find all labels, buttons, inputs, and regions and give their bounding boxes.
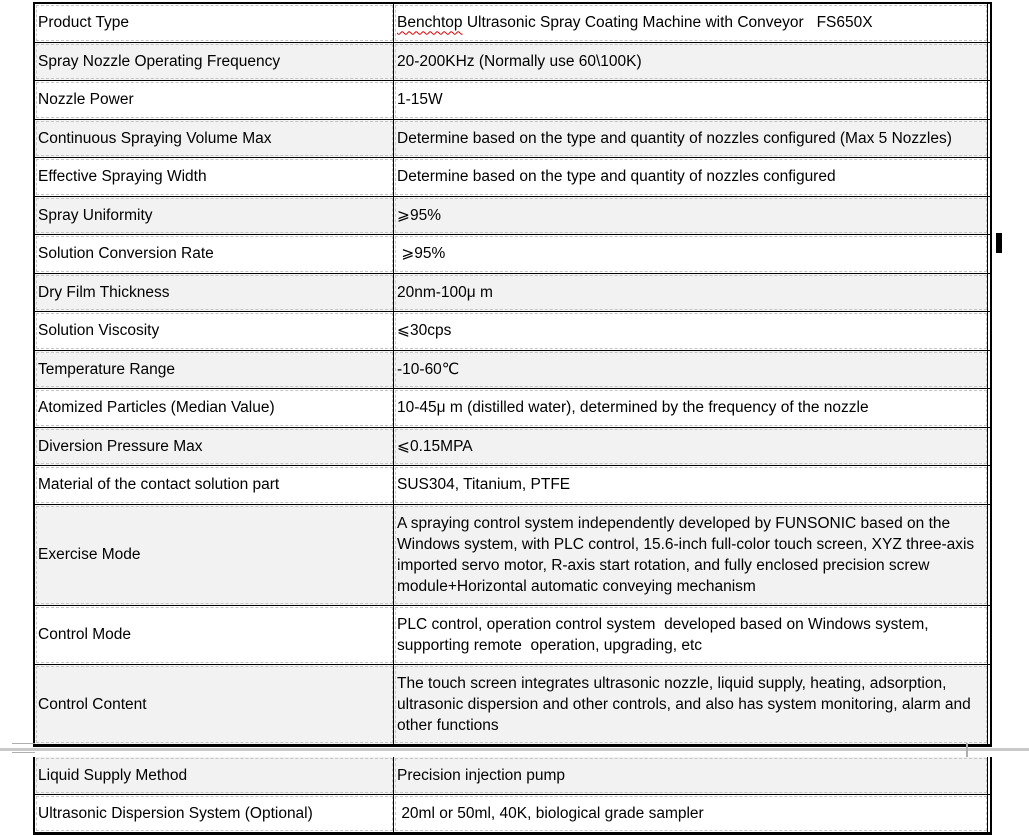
spec-label-cell[interactable]: Diversion Pressure Max xyxy=(35,427,394,465)
border-gap xyxy=(988,350,990,388)
spec-label-cell[interactable]: Solution Conversion Rate xyxy=(35,235,394,273)
table-row: Nozzle Power 1-15W xyxy=(35,80,990,119)
spec-label-cell[interactable]: Liquid Supply Method xyxy=(35,757,394,794)
border-gap xyxy=(988,504,990,605)
spec-table-part-2: Liquid Supply Method Precision injection … xyxy=(33,757,992,835)
spec-value-cell[interactable]: 20ml or 50ml, 40K, biological grade samp… xyxy=(394,795,988,832)
table-row: Ultrasonic Dispersion System (Optional) … xyxy=(35,794,990,832)
spellcheck-squiggle: Benchtop xyxy=(397,14,463,32)
table-row: Control Content The touch screen integrat… xyxy=(35,663,990,744)
page-break-left-mark xyxy=(12,752,35,753)
page-break-line xyxy=(0,748,1029,751)
spec-label-cell[interactable]: Effective Spraying Width xyxy=(35,158,394,196)
table-row: Atomized Particles (Median Value) 10-45μ … xyxy=(35,388,990,427)
spec-value-cell[interactable]: The touch screen integrates ultrasonic n… xyxy=(394,664,988,744)
spec-value-cell[interactable]: Benchtop Ultrasonic Spray Coating Machin… xyxy=(394,4,988,42)
border-gap xyxy=(988,312,990,350)
spec-label-cell[interactable]: Control Content xyxy=(35,664,394,744)
spec-value-cell[interactable]: Determine based on the type and quantity… xyxy=(394,119,988,157)
table-row: Spray Nozzle Operating Frequency 20-200KH… xyxy=(35,41,990,80)
spec-value-cell[interactable]: ⩾95% xyxy=(394,196,988,234)
spec-table-part-1: Product Type Benchtop Ultrasonic Spray Co… xyxy=(33,2,992,747)
spec-label-cell[interactable]: Solution Viscosity xyxy=(35,312,394,350)
spec-value-cell[interactable]: -10-60℃ xyxy=(394,350,988,388)
border-gap xyxy=(988,235,990,273)
spec-label-cell[interactable]: Nozzle Power xyxy=(35,81,394,119)
page-break-left-mark xyxy=(12,743,35,744)
table-row: Effective Spraying Width Determine based … xyxy=(35,157,990,196)
text-caret-mark xyxy=(996,233,1002,253)
border-gap xyxy=(988,466,990,504)
table-row: Continuous Spraying Volume Max Determine … xyxy=(35,118,990,157)
spec-label-cell[interactable]: Temperature Range xyxy=(35,350,394,388)
border-gap xyxy=(988,664,990,744)
spec-label-cell[interactable]: Dry Film Thickness xyxy=(35,273,394,311)
table-row: Solution Viscosity ⩽30cps xyxy=(35,311,990,350)
spec-value-cell[interactable]: Precision injection pump xyxy=(394,757,988,794)
border-gap xyxy=(988,42,990,80)
border-gap xyxy=(988,605,990,664)
border-gap xyxy=(988,757,990,794)
border-gap xyxy=(988,158,990,196)
spec-value-cell[interactable]: 20nm-100μ m xyxy=(394,273,988,311)
spec-label-cell[interactable]: Control Mode xyxy=(35,605,394,664)
table-row: Exercise Mode A spraying control system i… xyxy=(35,503,990,605)
border-gap xyxy=(988,389,990,427)
spec-value-cell[interactable]: A spraying control system independently … xyxy=(394,504,988,605)
spec-label-cell[interactable]: Atomized Particles (Median Value) xyxy=(35,389,394,427)
table-row: Material of the contact solution part SUS… xyxy=(35,465,990,504)
spec-value-cell[interactable]: ⩾95% xyxy=(394,235,988,273)
table-row: Product Type Benchtop Ultrasonic Spray Co… xyxy=(35,4,990,42)
border-gap xyxy=(988,273,990,311)
spec-label-cell[interactable]: Material of the contact solution part xyxy=(35,466,394,504)
spec-value-cell[interactable]: PLC control, operation control system de… xyxy=(394,605,988,664)
border-gap xyxy=(988,196,990,234)
spec-value-cell[interactable]: ⩽0.15MPA xyxy=(394,427,988,465)
spec-label-cell[interactable]: Ultrasonic Dispersion System (Optional) xyxy=(35,795,394,832)
table-row: Diversion Pressure Max ⩽0.15MPA xyxy=(35,426,990,465)
border-gap xyxy=(988,427,990,465)
spec-label-cell[interactable]: Continuous Spraying Volume Max xyxy=(35,119,394,157)
page-break-right-tick xyxy=(966,743,968,757)
border-gap xyxy=(988,795,990,832)
border-gap xyxy=(988,81,990,119)
spec-label-cell[interactable]: Product Type xyxy=(35,4,394,42)
table-row: Temperature Range -10-60℃ xyxy=(35,349,990,388)
table-row: Control Mode PLC control, operation contr… xyxy=(35,604,990,664)
spec-value-cell[interactable]: 1-15W xyxy=(394,81,988,119)
table-row: Liquid Supply Method Precision injection … xyxy=(35,757,990,794)
spec-value-cell[interactable]: ⩽30cps xyxy=(394,312,988,350)
spec-value-cell[interactable]: SUS304, Titanium, PTFE xyxy=(394,466,988,504)
border-gap xyxy=(988,4,990,42)
spec-value-cell[interactable]: Determine based on the type and quantity… xyxy=(394,158,988,196)
spec-value-cell[interactable]: 10-45μ m (distilled water), determined b… xyxy=(394,389,988,427)
table-row: Solution Conversion Rate ⩾95% xyxy=(35,234,990,273)
spec-value-cell[interactable]: 20-200KHz (Normally use 60\100K) xyxy=(394,42,988,80)
spec-label-cell[interactable]: Exercise Mode xyxy=(35,504,394,605)
spec-label-cell[interactable]: Spray Uniformity xyxy=(35,196,394,234)
spec-label-cell[interactable]: Spray Nozzle Operating Frequency xyxy=(35,42,394,80)
table-row: Spray Uniformity ⩾95% xyxy=(35,195,990,234)
border-gap xyxy=(988,119,990,157)
table-row: Dry Film Thickness 20nm-100μ m xyxy=(35,272,990,311)
